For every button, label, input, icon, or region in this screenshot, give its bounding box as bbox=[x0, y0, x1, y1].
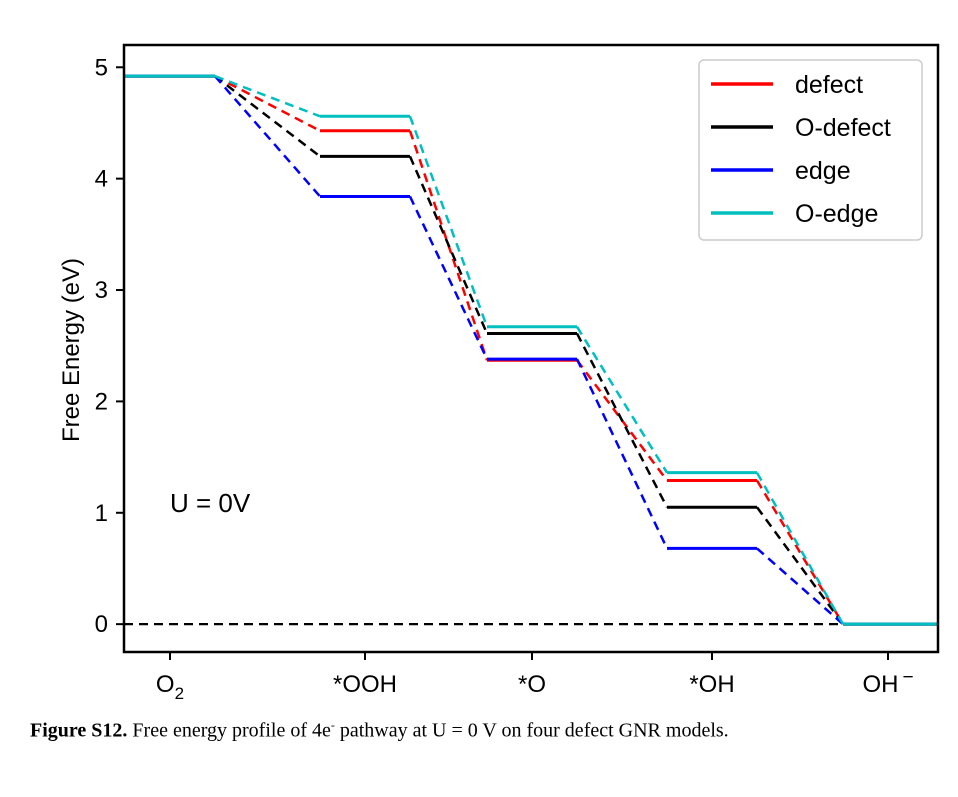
connector-O-defect-0 bbox=[214, 75, 321, 158]
x-tick-label-main: *O bbox=[518, 671, 546, 698]
legend-box bbox=[698, 59, 923, 241]
x-tick-label-main: *OOH bbox=[333, 671, 397, 698]
y-tick-label: 0 bbox=[95, 611, 108, 638]
legend-entry-label: O-edge bbox=[795, 200, 878, 228]
caption-superscript: - bbox=[330, 718, 335, 732]
connector-O-edge-1 bbox=[408, 115, 489, 328]
x-tick-label-main: OH bbox=[862, 671, 898, 698]
y-tick-label: 4 bbox=[95, 166, 108, 193]
y-axis-label: Free Energy (eV) bbox=[58, 258, 85, 442]
connector-O-defect-1 bbox=[408, 155, 489, 334]
x-tick-label: *OH bbox=[689, 671, 734, 698]
x-tick-label-superscript: − bbox=[902, 667, 913, 688]
connector-defect-0 bbox=[214, 75, 321, 132]
connector-O-defect-3 bbox=[755, 506, 845, 625]
caption-text-after: pathway at U = 0 V on four defect GNR mo… bbox=[334, 719, 729, 742]
potential-annotation: U = 0V bbox=[170, 488, 251, 518]
y-tick-label: 1 bbox=[95, 500, 108, 527]
caption-label: Figure S12. bbox=[30, 719, 128, 742]
connector-edge-2 bbox=[575, 358, 669, 549]
y-tick-label: 3 bbox=[95, 277, 108, 304]
x-tick-label: *O bbox=[518, 671, 546, 698]
series-O-defect bbox=[124, 74, 938, 626]
legend-entry-label: defect bbox=[795, 71, 863, 99]
caption-text-before: Free energy profile of 4e bbox=[127, 719, 331, 742]
connector-O-defect-2 bbox=[575, 332, 669, 508]
legend: defect O-defect edge O-edge bbox=[698, 59, 923, 241]
series-O-edge bbox=[124, 74, 938, 626]
legend-entry-label: edge bbox=[795, 157, 851, 185]
connector-edge-0 bbox=[214, 75, 321, 198]
x-tick-label: O2 bbox=[156, 671, 184, 703]
connector-edge-3 bbox=[756, 547, 844, 626]
x-tick-label: OH − bbox=[862, 667, 913, 698]
connector-defect-3 bbox=[755, 479, 845, 625]
x-tick-label: *OOH bbox=[333, 671, 397, 698]
x-tick-label-main: *OH bbox=[689, 671, 734, 698]
connector-O-edge-0 bbox=[214, 75, 321, 118]
y-tick-label: 2 bbox=[95, 388, 108, 415]
x-tick-label-main: O bbox=[156, 671, 175, 698]
legend-entry-label: O-defect bbox=[795, 114, 891, 142]
x-tick-label-subscript: 2 bbox=[175, 684, 184, 703]
y-tick-label: 5 bbox=[95, 54, 108, 81]
series-layer bbox=[124, 74, 938, 626]
connector-O-edge-2 bbox=[575, 326, 669, 474]
figure-caption: Figure S12. Free energy profile of 4e- p… bbox=[30, 718, 729, 743]
